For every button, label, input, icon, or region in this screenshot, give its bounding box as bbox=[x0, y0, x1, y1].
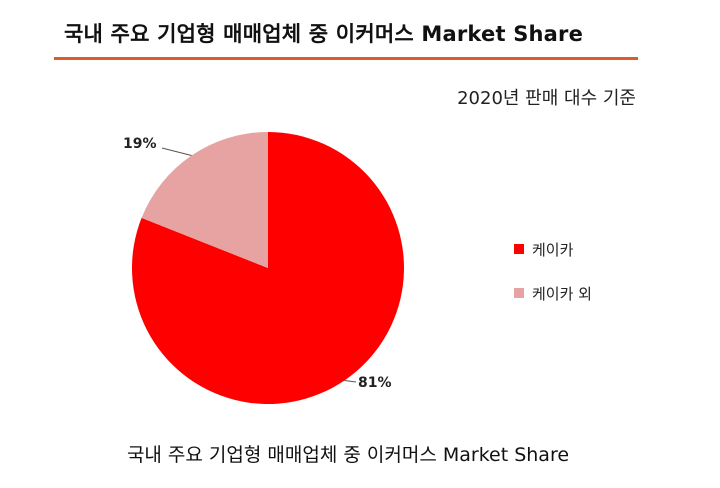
pie-leader-line-kcar bbox=[344, 379, 357, 383]
pie-slice-others bbox=[141, 132, 268, 268]
chart-legend: 케이카 케이카 외 bbox=[514, 238, 592, 326]
legend-swatch-kcar bbox=[514, 244, 524, 254]
pie-label-others: 19% bbox=[123, 136, 157, 152]
pie-slices bbox=[132, 132, 405, 404]
legend-swatch-others bbox=[514, 288, 524, 298]
chart-title: 국내 주요 기업형 매매업체 중 이커머스 Market Share bbox=[64, 22, 584, 46]
legend-label-others: 케이카 외 bbox=[532, 284, 592, 303]
legend-item-kcar: 케이카 bbox=[514, 238, 592, 260]
pie-leader-line-others bbox=[161, 147, 192, 157]
pie-label-kcar: 81% bbox=[358, 375, 392, 391]
pie-leader-lines bbox=[161, 147, 357, 383]
chart-caption: 국내 주요 기업형 매매업체 중 이커머스 Market Share bbox=[126, 444, 570, 466]
chart-subtitle: 2020년 판매 대수 기준 bbox=[457, 88, 636, 109]
pie-data-labels: 81% 19% bbox=[123, 136, 392, 391]
legend-item-others: 케이카 외 bbox=[514, 282, 592, 304]
legend-label-kcar: 케이카 bbox=[532, 240, 574, 259]
title-underline bbox=[54, 57, 638, 60]
